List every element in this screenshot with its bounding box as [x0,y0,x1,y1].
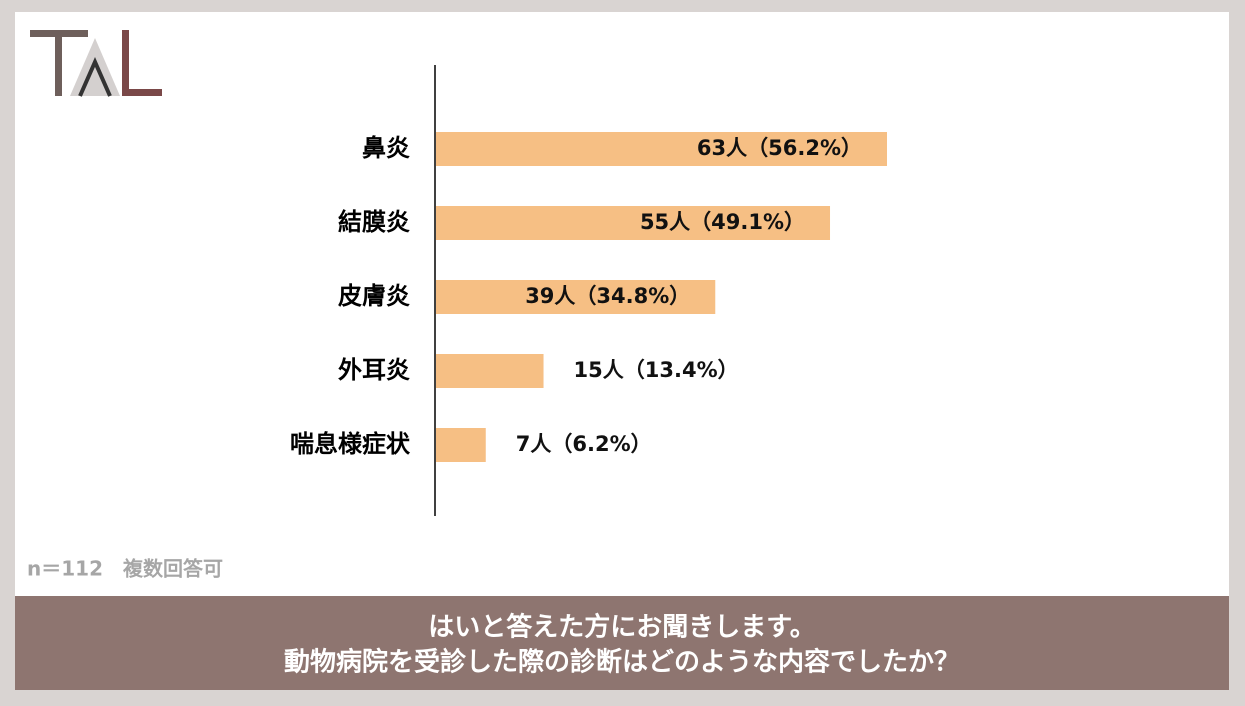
value-label: 7人（6.2%） [516,432,652,456]
value-label: 63人（56.2%） [697,136,862,160]
bar [436,354,544,388]
category-label: 結膜炎 [338,208,410,236]
value-label: 15人（13.4%） [574,358,739,382]
note: n＝112 複数回答可 [27,557,223,581]
bar [436,280,716,314]
bar [436,132,887,166]
logo [30,30,162,97]
category-label: 皮膚炎 [338,282,410,310]
question-line: はいと答えた方にお聞きします。 [428,612,815,643]
category-label: 喘息様症状 [290,430,411,458]
question-band [15,596,1229,690]
logo-l-foot [122,89,162,96]
logo-t-stem [55,30,62,96]
logo-a-stroke [78,57,112,97]
question-line: 動物病院を受診した際の診断はどのような内容でしたか？ [284,647,960,678]
logo-l [122,30,129,96]
bar [436,206,831,240]
value-label: 39人（34.8%） [525,284,690,308]
category-label: 外耳炎 [338,356,410,384]
value-label: 55人（49.1%） [640,210,805,234]
bar [436,428,486,462]
category-label: 鼻炎 [362,134,410,162]
logo-a [70,38,120,96]
